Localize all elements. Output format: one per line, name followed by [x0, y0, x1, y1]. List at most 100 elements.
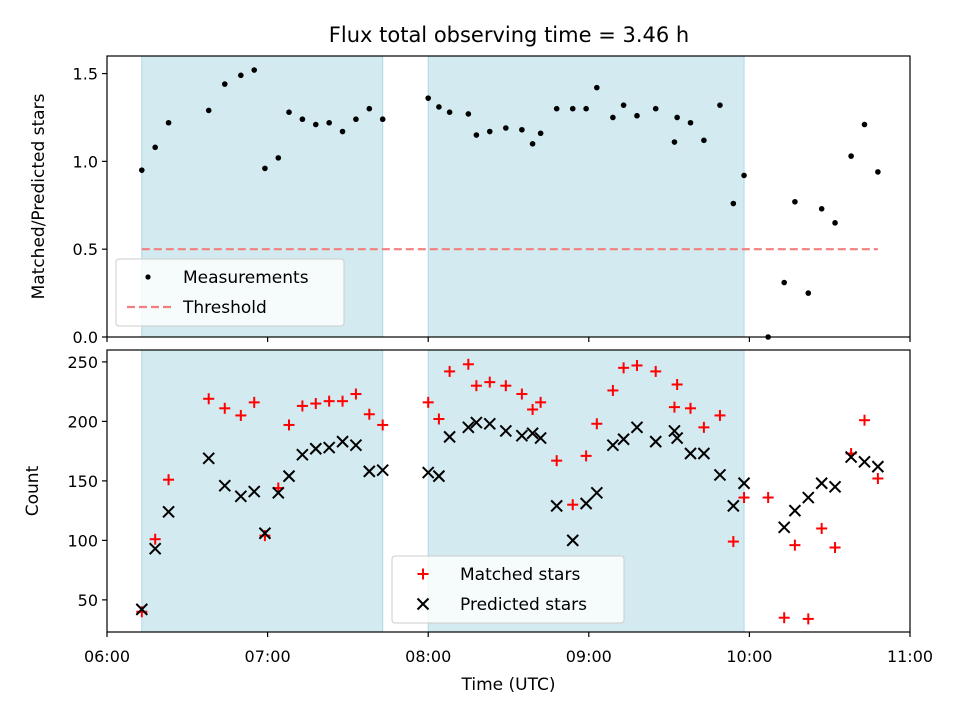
legend-predicted-marker: [416, 597, 430, 611]
x-stroke: [649, 435, 662, 448]
matched-star-point: [727, 536, 739, 548]
predicted-star-point: [282, 469, 296, 483]
x-stroke: [483, 417, 496, 430]
matched-star-point: [516, 388, 528, 400]
matched-star-point: [872, 473, 884, 485]
x-stroke: [788, 504, 802, 517]
x-stroke: [630, 421, 644, 434]
x-stroke: [376, 463, 389, 477]
predicted-star-point: [606, 438, 620, 452]
matched-star-point: [618, 362, 630, 374]
measurement-point: [569, 105, 576, 112]
count-legend: Matched stars Predicted stars: [391, 555, 625, 624]
legend-x-glyph: [416, 597, 430, 611]
x-stroke: [526, 427, 539, 440]
measurement-point: [379, 116, 386, 123]
predicted-star-point: [135, 603, 149, 616]
predicted-star-point: [844, 450, 858, 464]
x-stroke: [282, 469, 296, 483]
measurement-point: [583, 105, 589, 112]
matched-star-point: [422, 396, 434, 408]
count-panel-frame: [106, 349, 911, 633]
x-stroke: [617, 433, 630, 446]
y-tick-label: 50: [78, 591, 98, 610]
matched-star-point: [283, 419, 295, 431]
matched-star-point: [203, 393, 215, 405]
predicted-star-point: [713, 468, 727, 482]
measurement-point: [875, 169, 881, 175]
predicted-star-point: [777, 521, 791, 534]
predicted-star-point: [534, 431, 547, 445]
measurement-point: [339, 128, 346, 135]
predicted-star-point: [815, 477, 828, 490]
measurement-point: [486, 128, 493, 135]
predicted-star-point: [248, 485, 261, 498]
x-stroke: [148, 542, 162, 555]
x-stroke: [218, 479, 231, 492]
matched-star-point: [433, 413, 445, 425]
predicted-star-point: [526, 427, 539, 440]
x-stroke: [470, 416, 483, 429]
y-tick-label: 0.0: [73, 328, 98, 347]
matched-star-point: [500, 380, 512, 392]
x-tick-label: 06:00: [84, 647, 130, 666]
predicted-star-point: [296, 448, 309, 461]
legend-measurements-label: Measurements: [183, 268, 309, 288]
measurement-point: [781, 279, 787, 286]
ratio-y-axis-label: Matched/Predicted stars: [29, 93, 49, 299]
predicted-star-point: [590, 486, 604, 499]
predicted-star-point: [684, 447, 697, 460]
x-stroke: [566, 534, 579, 547]
x-stroke: [443, 430, 456, 444]
x-axis-label: Time (UTC): [461, 675, 556, 695]
matched-star-point: [235, 409, 247, 421]
matched-star-point: [337, 395, 349, 407]
x-tick-label: 11:00: [887, 647, 933, 666]
x-stroke: [871, 460, 885, 473]
measurement-point: [652, 105, 659, 112]
matched-star-point: [698, 421, 710, 433]
x-stroke: [462, 421, 475, 434]
measurement-point: [299, 116, 306, 123]
x-stroke: [234, 490, 248, 503]
measurement-point: [205, 107, 212, 114]
x-stroke: [248, 485, 261, 498]
y-tick-label: 1.0: [73, 152, 98, 171]
y-tick-label: 150: [67, 472, 98, 491]
x-stroke: [858, 455, 871, 469]
matched-star-point: [551, 455, 563, 467]
measurement-point: [861, 121, 868, 128]
matched-star-point: [462, 358, 474, 370]
x-stroke: [579, 497, 593, 510]
predicted-star-point: [697, 447, 711, 460]
measurement-point: [326, 119, 332, 126]
measurement-point: [286, 109, 292, 115]
x-stroke: [590, 486, 604, 499]
y-tick-label: 1.5: [73, 65, 98, 84]
measurement-point: [848, 153, 854, 159]
predicted-star-point: [421, 466, 435, 479]
matched-star-point: [816, 522, 828, 534]
x-stroke: [550, 499, 563, 513]
x-stroke: [534, 431, 547, 445]
predicted-star-point: [737, 477, 751, 490]
measurement-point: [251, 67, 258, 73]
predicted-star-point: [202, 452, 215, 465]
measurement-point: [832, 220, 838, 226]
measurement-point: [238, 72, 244, 79]
measurement-point: [312, 121, 319, 128]
predicted-star-point: [322, 441, 336, 454]
matched-star-point: [296, 400, 308, 412]
matched-star-point: [580, 450, 592, 462]
x-stroke: [684, 447, 697, 460]
measurement-point: [262, 165, 268, 172]
measurement-point: [473, 132, 480, 138]
ratio-panel: 0.0 0.5 1.0 1.5 Matched/Predicted stars Mea…: [29, 55, 911, 347]
x-stroke: [828, 480, 842, 494]
x-stroke: [777, 521, 791, 534]
measurement-point: [436, 104, 442, 110]
x-stroke: [296, 448, 309, 461]
predicted-star-point: [148, 542, 162, 555]
matched-star-point: [470, 380, 482, 392]
predicted-star-point: [649, 435, 662, 448]
